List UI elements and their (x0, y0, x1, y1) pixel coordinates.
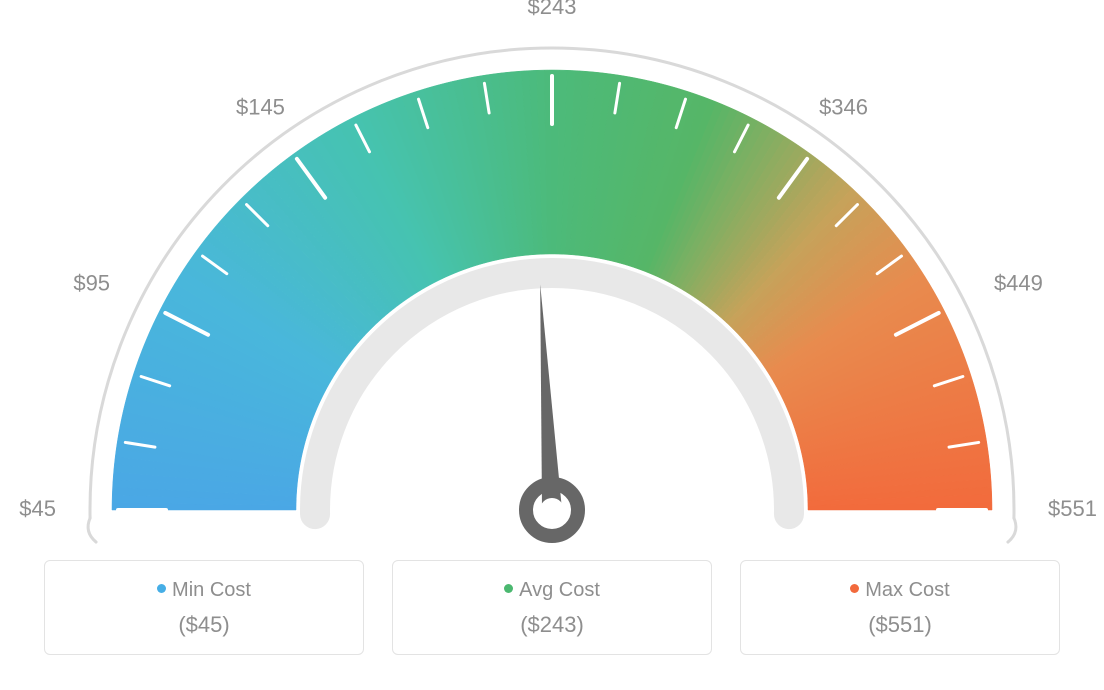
legend-min-dot (157, 584, 166, 593)
legend-max-dot (850, 584, 859, 593)
legend-min-title: Min Cost (55, 579, 353, 602)
svg-text:$551: $551 (1048, 496, 1097, 521)
legend-max-label: Max Cost (865, 579, 949, 601)
legend-card-max: Max Cost ($551) (740, 560, 1060, 655)
legend-avg-dot (504, 584, 513, 593)
gauge-svg: $45 $95 $145 $243 $346 $449 $551 (0, 0, 1104, 560)
legend-min-value: ($45) (55, 612, 353, 638)
legend-min-label: Min Cost (172, 579, 251, 601)
svg-text:$45: $45 (19, 496, 56, 521)
svg-text:$145: $145 (236, 95, 285, 120)
legend-max-value: ($551) (751, 612, 1049, 638)
cost-gauge: $45 $95 $145 $243 $346 $449 $551 (0, 0, 1104, 560)
svg-text:$243: $243 (528, 0, 577, 19)
legend-max-title: Max Cost (751, 579, 1049, 602)
svg-text:$346: $346 (819, 95, 868, 120)
legend-avg-title: Avg Cost (403, 579, 701, 602)
legend-avg-label: Avg Cost (519, 579, 600, 601)
svg-text:$95: $95 (73, 271, 110, 296)
svg-text:$449: $449 (994, 271, 1043, 296)
legend-avg-value: ($243) (403, 612, 701, 638)
legend-row: Min Cost ($45) Avg Cost ($243) Max Cost … (0, 560, 1104, 655)
legend-card-min: Min Cost ($45) (44, 560, 364, 655)
legend-card-avg: Avg Cost ($243) (392, 560, 712, 655)
